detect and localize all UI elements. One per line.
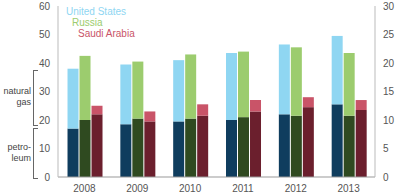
html-text:United States: United States xyxy=(66,6,126,17)
svg-text:40: 40 xyxy=(39,58,51,69)
svg-text:2008: 2008 xyxy=(73,183,96,194)
svg-text:10: 10 xyxy=(39,143,51,154)
svg-text:0: 0 xyxy=(383,172,389,183)
svg-text:2012: 2012 xyxy=(285,183,308,194)
svg-text:2010: 2010 xyxy=(179,183,202,194)
html-text:petro-: petro- xyxy=(7,141,31,152)
svg-text:2011: 2011 xyxy=(232,183,254,194)
svg-text:0: 0 xyxy=(44,172,50,183)
svg-text:2009: 2009 xyxy=(126,183,149,194)
svg-text:30: 30 xyxy=(39,86,51,97)
html-text:natural: natural xyxy=(3,86,31,96)
html-text:gas: gas xyxy=(16,97,31,107)
svg-text:15: 15 xyxy=(383,86,395,97)
svg-text:30: 30 xyxy=(383,1,395,12)
svg-text:60: 60 xyxy=(39,1,51,12)
html-text:leum: leum xyxy=(11,152,31,163)
html-text:Russia: Russia xyxy=(72,17,103,28)
svg-text:2013: 2013 xyxy=(337,183,360,194)
svg-text:25: 25 xyxy=(383,29,395,40)
svg-text:20: 20 xyxy=(39,115,51,126)
svg-text:5: 5 xyxy=(383,143,389,154)
svg-text:20: 20 xyxy=(383,58,395,69)
html-text:Saudi Arabia: Saudi Arabia xyxy=(78,28,135,39)
svg-text:10: 10 xyxy=(383,115,395,126)
svg-text:50: 50 xyxy=(39,29,51,40)
